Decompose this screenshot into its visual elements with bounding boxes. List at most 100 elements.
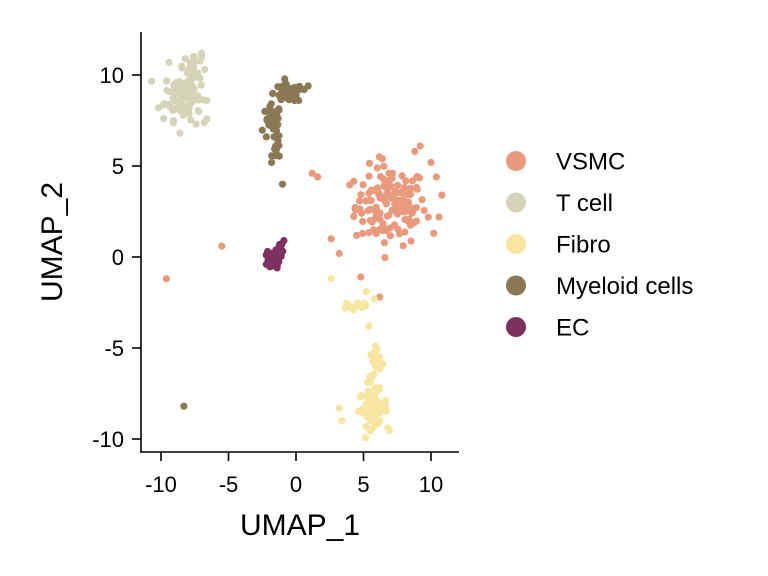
data-point [362, 302, 370, 310]
data-point [273, 264, 281, 272]
data-point [376, 173, 385, 181]
data-point [375, 353, 384, 361]
data-point [314, 173, 322, 181]
data-point [364, 387, 372, 395]
legend-swatch [506, 192, 526, 213]
data-point [276, 247, 284, 255]
data-point [382, 397, 390, 405]
data-point [378, 155, 386, 163]
data-point [288, 86, 296, 94]
series-ec [262, 237, 288, 272]
data-point [404, 217, 412, 225]
data-point [420, 206, 428, 215]
data-point [365, 189, 373, 197]
data-point [181, 55, 189, 63]
legend-swatch [506, 234, 526, 254]
data-point [406, 190, 415, 199]
data-point [427, 158, 435, 166]
series-fibro [327, 275, 393, 442]
series-myeloid-cells [180, 75, 312, 410]
data-point [399, 242, 407, 250]
data-point [413, 183, 421, 192]
data-point [163, 77, 171, 85]
data-point [338, 417, 346, 425]
data-point [327, 235, 335, 243]
x-ticks: -10 -5 0 5 10 [145, 452, 443, 497]
data-point [353, 231, 361, 239]
data-point [269, 89, 277, 98]
data-point [178, 81, 186, 90]
data-point [373, 420, 381, 428]
data-point [218, 242, 226, 250]
data-point [261, 107, 269, 115]
data-point [197, 49, 206, 57]
series-vsmc [162, 142, 446, 301]
x-tick-label: 5 [357, 472, 369, 497]
data-point [430, 229, 438, 237]
data-point [262, 260, 270, 268]
x-axis-title: UMAP_1 [240, 509, 360, 542]
data-point [368, 414, 376, 422]
data-point [364, 378, 372, 386]
legend-item-fibro: Fibro [506, 232, 611, 259]
data-point [370, 295, 378, 303]
data-point [370, 349, 378, 358]
data-point [171, 97, 179, 105]
data-point [418, 196, 426, 204]
data-point [355, 197, 364, 205]
data-point [186, 101, 194, 109]
data-point [356, 393, 364, 401]
legend-label: Myeloid cells [556, 273, 693, 300]
data-point [435, 213, 443, 221]
data-point [342, 299, 351, 307]
data-point [388, 174, 396, 183]
data-point [357, 191, 365, 199]
data-point [295, 96, 303, 105]
data-point [384, 190, 393, 198]
data-point [262, 133, 270, 141]
legend-item-vsmc: VSMC [506, 149, 625, 176]
data-point [276, 253, 284, 261]
data-point [351, 206, 359, 214]
data-point [376, 409, 384, 417]
y-ticks: -10 -5 0 5 10 [92, 63, 141, 452]
data-point [372, 342, 380, 350]
legend: VSMC T cell Fibro Myeloid cells EC [506, 149, 693, 342]
data-point [384, 211, 393, 219]
data-point [356, 302, 364, 310]
y-axis-title: UMAP_2 [36, 182, 69, 302]
data-point [335, 404, 343, 412]
data-point [384, 424, 392, 432]
data-point [160, 115, 168, 123]
data-point [359, 181, 367, 189]
legend-swatch [506, 275, 526, 296]
data-point [308, 169, 316, 177]
data-point [182, 90, 191, 98]
data-point [359, 229, 367, 238]
data-point [380, 162, 388, 170]
data-point [184, 69, 192, 77]
data-point [438, 191, 446, 199]
x-tick-label: 0 [290, 472, 302, 497]
data-point [376, 365, 384, 373]
data-point [366, 205, 374, 213]
data-point [187, 78, 195, 86]
y-tick-label: 0 [112, 245, 124, 270]
data-point [189, 53, 197, 61]
legend-label: EC [556, 315, 589, 342]
data-point [327, 275, 335, 283]
data-point [366, 399, 374, 407]
data-point [410, 219, 418, 227]
data-point [365, 172, 373, 180]
data-point [357, 273, 365, 281]
legend-label: VSMC [556, 149, 625, 176]
y-tick-label: 5 [112, 154, 124, 179]
data-point [424, 213, 432, 221]
data-point [366, 427, 374, 435]
legend-item-myeloid-cells: Myeloid cells [506, 273, 693, 300]
data-point [272, 127, 281, 135]
y-tick-label: -10 [92, 427, 124, 452]
data-point [365, 159, 374, 167]
data-point [362, 422, 370, 431]
